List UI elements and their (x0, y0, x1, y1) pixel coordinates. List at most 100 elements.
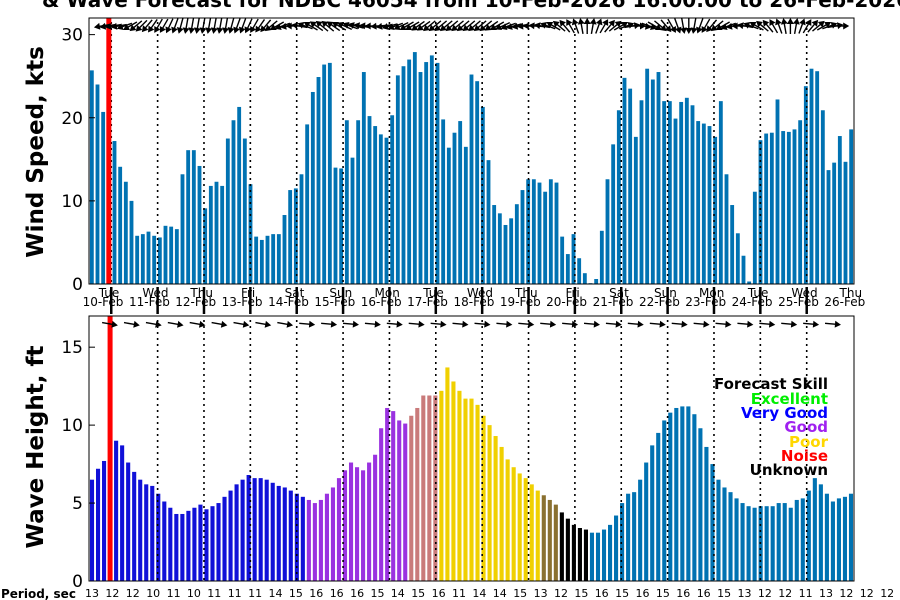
direction-arrow-head (423, 24, 430, 32)
direction-arrow-head (527, 320, 535, 328)
data-bar (240, 479, 245, 581)
direction-arrow-head (331, 21, 339, 29)
direction-arrow-head (370, 22, 377, 30)
data-bar (594, 279, 599, 284)
data-bar (537, 182, 542, 284)
weekday-label: Sun (654, 286, 677, 300)
data-bar (752, 191, 757, 284)
direction-arrow (171, 18, 179, 34)
data-bar (595, 532, 601, 581)
direction-arrow (674, 18, 682, 34)
direction-arrow-head (654, 23, 662, 31)
weekday-label: Wed (142, 286, 168, 300)
direction-arrow (484, 20, 499, 31)
data-bar (577, 528, 582, 581)
direction-arrow (780, 18, 788, 35)
period-tick-label: 16 (309, 587, 323, 600)
direction-arrow-head (749, 21, 757, 29)
data-bar (547, 499, 552, 581)
direction-arrow-head (615, 320, 622, 328)
weekday-label: Thu (514, 286, 538, 300)
data-bar (616, 110, 621, 285)
direction-arrow-head (799, 18, 806, 26)
data-bar (336, 478, 342, 581)
direction-arrow-head (198, 320, 206, 328)
data-bar (421, 395, 426, 581)
data-bar (348, 462, 354, 581)
direction-arrow-head (834, 320, 841, 328)
direction-arrow-head (393, 23, 401, 31)
data-bar (481, 415, 486, 581)
direction-arrow (473, 20, 487, 32)
direction-arrow-head (238, 26, 246, 34)
forecast-skill-legend: Forecast Skill Excellent Very Good Good … (714, 375, 829, 479)
data-bar (409, 415, 414, 581)
direction-arrow-head (194, 27, 201, 34)
direction-arrow-head (154, 25, 161, 33)
data-bar (788, 507, 793, 581)
direction-arrow-head (176, 27, 184, 34)
direction-arrow-head (571, 320, 579, 328)
direction-arrow-head (376, 22, 383, 30)
direction-arrow (798, 18, 806, 34)
direction-arrow (167, 320, 184, 328)
direction-arrow-head (309, 21, 317, 28)
data-bar (622, 77, 627, 284)
direction-arrow-head (116, 23, 124, 30)
direction-arrow-head (353, 22, 361, 30)
data-bar (452, 132, 457, 284)
data-bar (735, 233, 740, 284)
y-tick-label: 10 (61, 192, 83, 212)
direction-arrow (189, 320, 206, 328)
data-bar (650, 79, 655, 284)
weekday-label: Mon (375, 286, 400, 300)
direction-arrow (428, 20, 442, 32)
period-tick-label: 14 (472, 587, 486, 600)
direction-arrow (671, 320, 688, 328)
data-bar (300, 496, 305, 581)
period-tick-label: 15 (371, 587, 385, 600)
direction-arrow-head (330, 320, 338, 328)
direction-arrow-head (148, 25, 155, 33)
weekday-label: Tue (98, 286, 120, 300)
direction-arrow-head (418, 320, 425, 328)
period-tick-label: 11 (207, 587, 221, 600)
period-tick-label: 15 (717, 587, 731, 600)
direction-arrow (641, 22, 657, 30)
direction-arrow (812, 20, 825, 32)
direction-arrow (123, 21, 138, 31)
data-bar (786, 131, 791, 284)
data-bar (276, 234, 281, 285)
period-tick-label: 15 (289, 587, 303, 600)
data-bar (378, 134, 383, 285)
direction-arrow (577, 18, 585, 35)
weekday-label: Fri (241, 286, 255, 300)
direction-arrow-head (445, 24, 453, 32)
direction-arrow (566, 19, 575, 34)
data-bar (299, 174, 304, 284)
weekday-label: Wed (791, 286, 817, 300)
direction-arrow-head (216, 27, 224, 34)
direction-arrow (462, 20, 476, 32)
data-bar (626, 493, 631, 581)
period-tick-label: 12 (758, 587, 772, 600)
data-bar (89, 479, 95, 581)
direction-arrow (824, 320, 841, 328)
direction-arrow-head (250, 25, 257, 33)
data-bar (293, 188, 298, 284)
date-label: 21-Feb (593, 295, 634, 309)
period-axis-label: Period, sec (1, 587, 76, 600)
direction-arrow-head (274, 23, 282, 30)
direction-arrow (802, 19, 812, 34)
data-bar (391, 411, 396, 581)
direction-arrow-head (260, 25, 267, 33)
date-label: 12-Feb (175, 295, 216, 309)
data-bar (445, 367, 450, 581)
data-bar (316, 77, 321, 285)
direction-arrow (233, 320, 250, 328)
direction-arrow-head (171, 26, 178, 34)
period-tick-label: 10 (146, 587, 160, 600)
data-bar (327, 62, 332, 284)
data-bar (611, 144, 616, 284)
data-bar (514, 204, 519, 284)
